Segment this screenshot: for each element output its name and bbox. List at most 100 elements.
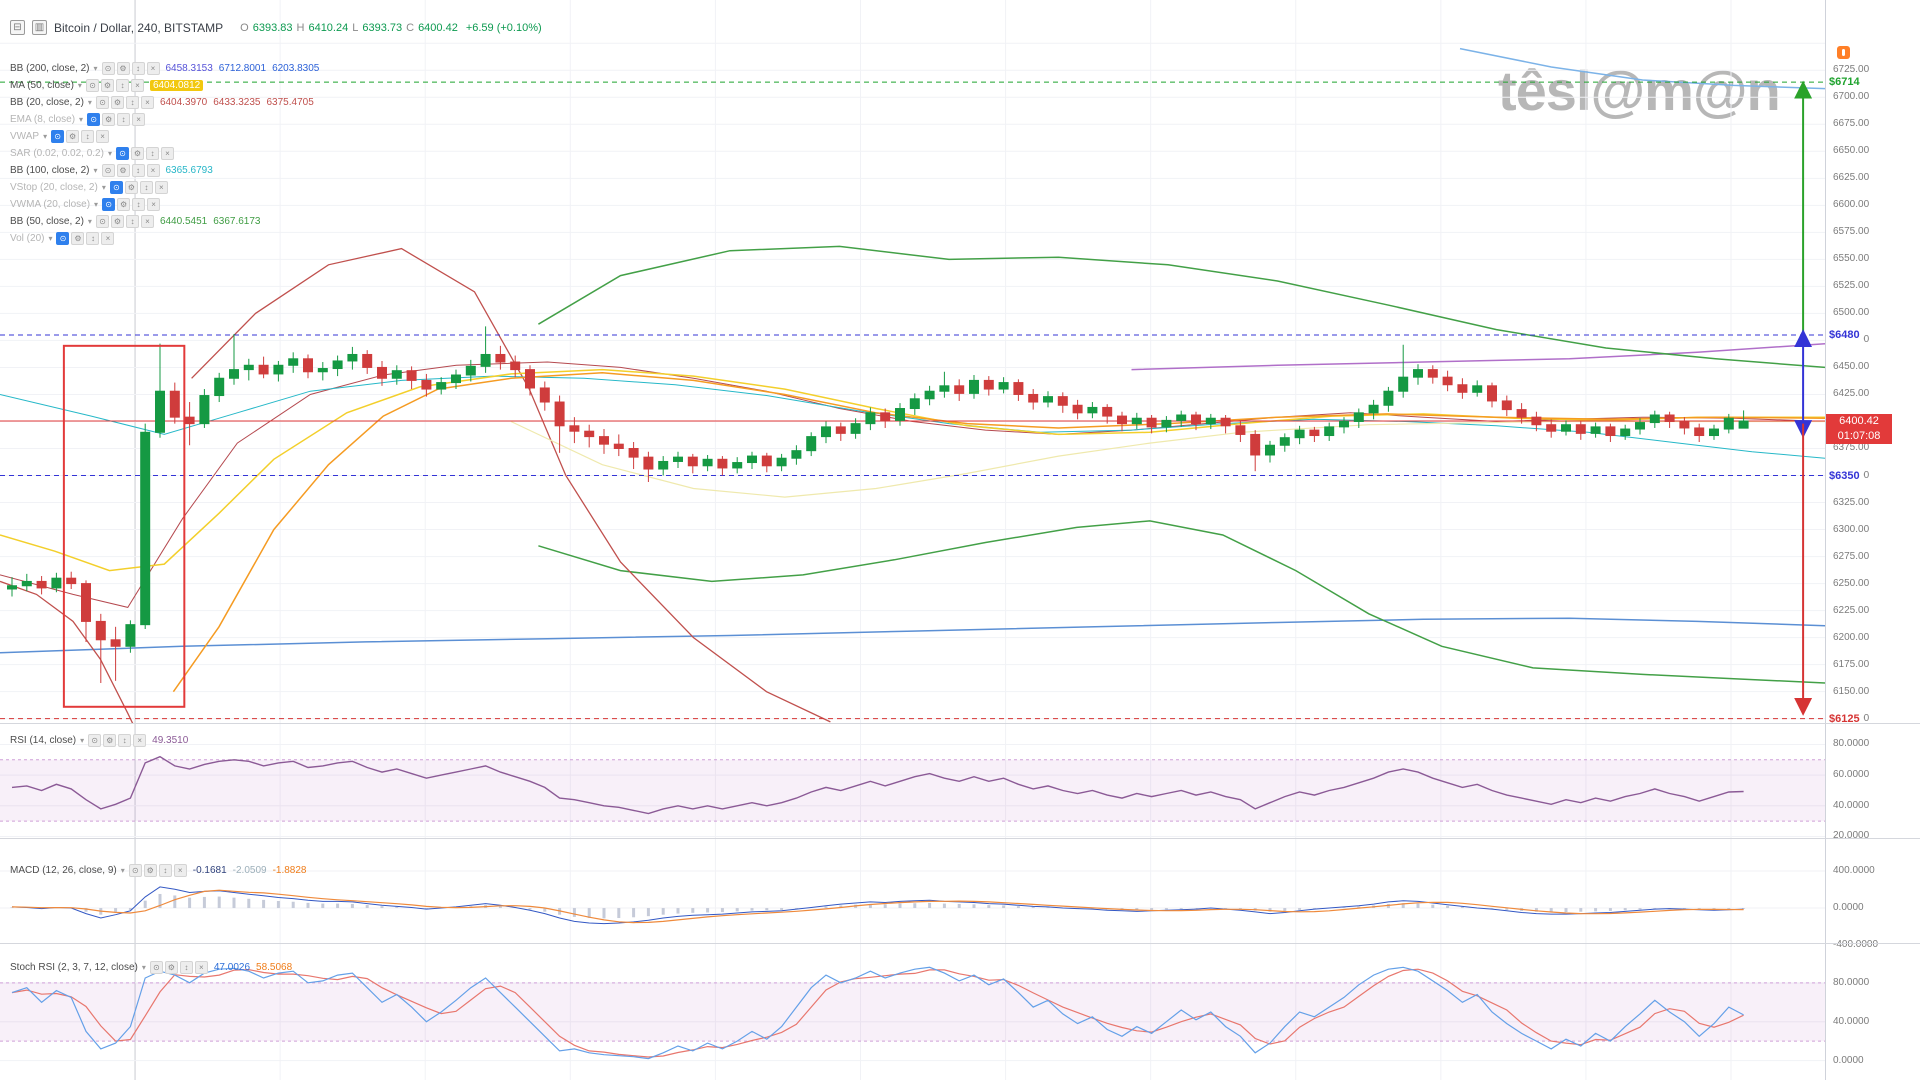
close-button[interactable]: × bbox=[140, 215, 154, 228]
rsi-pane-canvas[interactable] bbox=[0, 723, 1825, 838]
axis-tick-label: 6625.00 bbox=[1833, 172, 1870, 184]
gear-button[interactable]: ⚙ bbox=[117, 198, 131, 211]
gear-button[interactable]: ⚙ bbox=[164, 961, 178, 974]
move-button[interactable]: ↕ bbox=[117, 113, 131, 126]
move-button[interactable]: ↕ bbox=[158, 864, 172, 877]
indicator-row[interactable]: Vol (20) ▾ ⊙ ⚙ ↕ × bbox=[10, 230, 319, 247]
chevron-down-icon: ▾ bbox=[79, 115, 84, 124]
close-button[interactable]: × bbox=[160, 147, 174, 160]
eye-button[interactable]: ⊙ bbox=[109, 181, 123, 194]
axis-tick-label: 6225.00 bbox=[1833, 604, 1870, 616]
move-button[interactable]: ↕ bbox=[125, 215, 139, 228]
gear-button[interactable]: ⚙ bbox=[116, 164, 130, 177]
move-button[interactable]: ↕ bbox=[145, 147, 159, 160]
eye-button[interactable]: ⊙ bbox=[51, 130, 65, 143]
eye-button[interactable]: ⊙ bbox=[56, 232, 70, 245]
change-value: +6.59 (+0.10%) bbox=[465, 21, 542, 34]
move-button[interactable]: ↕ bbox=[132, 198, 146, 211]
eye-button[interactable]: ⊙ bbox=[95, 215, 109, 228]
move-button[interactable]: ↕ bbox=[86, 232, 100, 245]
close-button[interactable]: × bbox=[96, 130, 110, 143]
macd-hist-value: -2.0509 bbox=[232, 865, 267, 876]
indicator-row[interactable]: SAR (0.02, 0.02, 0.2) ▾ ⊙ ⚙ ↕ × bbox=[10, 145, 319, 162]
indicator-row[interactable]: BB (100, close, 2) ▾ ⊙ ⚙ ↕ × 6365.6793 bbox=[10, 162, 319, 179]
macd-signal-line bbox=[11, 889, 1744, 924]
gear-button[interactable]: ⚙ bbox=[124, 181, 138, 194]
indicator-label: MA (50, close) bbox=[10, 80, 74, 91]
alert-icon[interactable] bbox=[1837, 46, 1850, 59]
eye-button[interactable]: ⊙ bbox=[102, 198, 116, 211]
symbol-title[interactable]: Bitcoin / Dollar, 240, BITSTAMP bbox=[54, 20, 224, 35]
gear-button[interactable]: ⚙ bbox=[143, 864, 157, 877]
main-chart-canvas[interactable] bbox=[0, 0, 1825, 723]
gear-button[interactable]: ⚙ bbox=[100, 79, 114, 92]
gear-button[interactable]: ⚙ bbox=[116, 62, 130, 75]
indicator-row[interactable]: VWMA (20, close) ▾ ⊙ ⚙ ↕ × bbox=[10, 196, 319, 213]
eye-button[interactable]: ⊙ bbox=[101, 62, 115, 75]
eye-button[interactable]: ⊙ bbox=[87, 113, 101, 126]
close-button[interactable]: × bbox=[154, 181, 168, 194]
eye-button[interactable]: ⊙ bbox=[85, 79, 99, 92]
indicator-value: 6365.6793 bbox=[165, 165, 213, 176]
close-button[interactable]: × bbox=[130, 79, 144, 92]
indicator-row[interactable]: BB (200, close, 2) ▾ ⊙ ⚙ ↕ × 6458.3153 6712.800… bbox=[10, 60, 319, 77]
indicator-row[interactable]: MA (50, close) ▾ ⊙ ⚙ ↕ × 6404.0812 bbox=[10, 77, 319, 94]
overlay-red-band-upper bbox=[191, 247, 831, 723]
chevron-down-icon: ▾ bbox=[107, 149, 112, 158]
move-button[interactable]: ↕ bbox=[139, 181, 153, 194]
move-button[interactable]: ↕ bbox=[131, 62, 145, 75]
move-button[interactable]: ↕ bbox=[125, 96, 139, 109]
indicator-value: 6404.3970 bbox=[159, 97, 208, 108]
rsi-legend[interactable]: RSI (14, close) ▾ ⊙ ⚙ ↕ × 49.3510 bbox=[10, 734, 188, 747]
indicator-row[interactable]: VStop (20, close, 2) ▾ ⊙ ⚙ ↕ × bbox=[10, 179, 319, 196]
eye-button[interactable]: ⊙ bbox=[101, 164, 115, 177]
move-button[interactable]: ↕ bbox=[131, 164, 145, 177]
indicator-value: 6203.8305 bbox=[272, 63, 320, 74]
axis-tick-label: 0.0000 bbox=[1833, 902, 1864, 914]
close-button[interactable]: × bbox=[132, 113, 146, 126]
close-button[interactable]: × bbox=[146, 164, 160, 177]
eye-button[interactable]: ⊙ bbox=[128, 864, 142, 877]
gear-button[interactable]: ⚙ bbox=[102, 113, 116, 126]
stoch-rsi-legend[interactable]: Stoch RSI (2, 3, 7, 12, close) ▾ ⊙ ⚙ ↕ × 47… bbox=[10, 961, 292, 974]
gear-button[interactable]: ⚙ bbox=[71, 232, 85, 245]
low-value: 6393.73 bbox=[362, 21, 403, 34]
move-button[interactable]: ↕ bbox=[81, 130, 95, 143]
eye-button[interactable]: ⊙ bbox=[149, 961, 163, 974]
close-button[interactable]: × bbox=[147, 198, 161, 211]
collapse-icon[interactable]: ⊟ bbox=[10, 20, 25, 35]
pane-divider[interactable] bbox=[0, 838, 1920, 839]
eye-button[interactable]: ⊙ bbox=[88, 734, 102, 747]
indicator-row[interactable]: VWAP ▾ ⊙ ⚙ ↕ × bbox=[10, 128, 319, 145]
macd-pane-canvas[interactable] bbox=[0, 838, 1825, 943]
gear-button[interactable]: ⚙ bbox=[103, 734, 117, 747]
close-button[interactable]: × bbox=[133, 734, 147, 747]
chart-style-icon[interactable]: ▥ bbox=[32, 20, 47, 35]
gear-button[interactable]: ⚙ bbox=[66, 130, 80, 143]
indicator-row[interactable]: BB (20, close, 2) ▾ ⊙ ⚙ ↕ × 6404.3970 6433.3235… bbox=[10, 94, 319, 111]
gear-button[interactable]: ⚙ bbox=[110, 215, 124, 228]
indicator-row[interactable]: BB (50, close, 2) ▾ ⊙ ⚙ ↕ × 6440.5451 6367.6173 bbox=[10, 213, 319, 230]
close-button[interactable]: × bbox=[140, 96, 154, 109]
close-button[interactable]: × bbox=[146, 62, 160, 75]
move-button[interactable]: ↕ bbox=[118, 734, 132, 747]
macd-legend[interactable]: MACD (12, 26, close, 9) ▾ ⊙ ⚙ ↕ × -0.1681 -… bbox=[10, 864, 307, 877]
indicator-row[interactable]: EMA (8, close) ▾ ⊙ ⚙ ↕ × bbox=[10, 111, 319, 128]
gear-button[interactable]: ⚙ bbox=[110, 96, 124, 109]
close-button[interactable]: × bbox=[101, 232, 115, 245]
indicator-label: VStop (20, close, 2) bbox=[10, 182, 98, 193]
overlay-bb200-upper-lightblue bbox=[1459, 47, 1825, 90]
pane-divider[interactable] bbox=[0, 943, 1920, 944]
eye-button[interactable]: ⊙ bbox=[115, 147, 129, 160]
eye-button[interactable]: ⊙ bbox=[95, 96, 109, 109]
drawing-rectangle[interactable] bbox=[62, 344, 186, 708]
price-axis[interactable]: 6725.00 6700.00 6675.00 6650.00 6625.00 6600.… bbox=[1825, 0, 1920, 1080]
pane-divider[interactable] bbox=[0, 723, 1920, 724]
stoch-pane-canvas[interactable] bbox=[0, 943, 1825, 1080]
close-button[interactable]: × bbox=[173, 864, 187, 877]
move-button[interactable]: ↕ bbox=[179, 961, 193, 974]
move-button[interactable]: ↕ bbox=[115, 79, 129, 92]
gear-button[interactable]: ⚙ bbox=[130, 147, 144, 160]
indicator-label: VWMA (20, close) bbox=[10, 199, 91, 210]
close-button[interactable]: × bbox=[194, 961, 208, 974]
